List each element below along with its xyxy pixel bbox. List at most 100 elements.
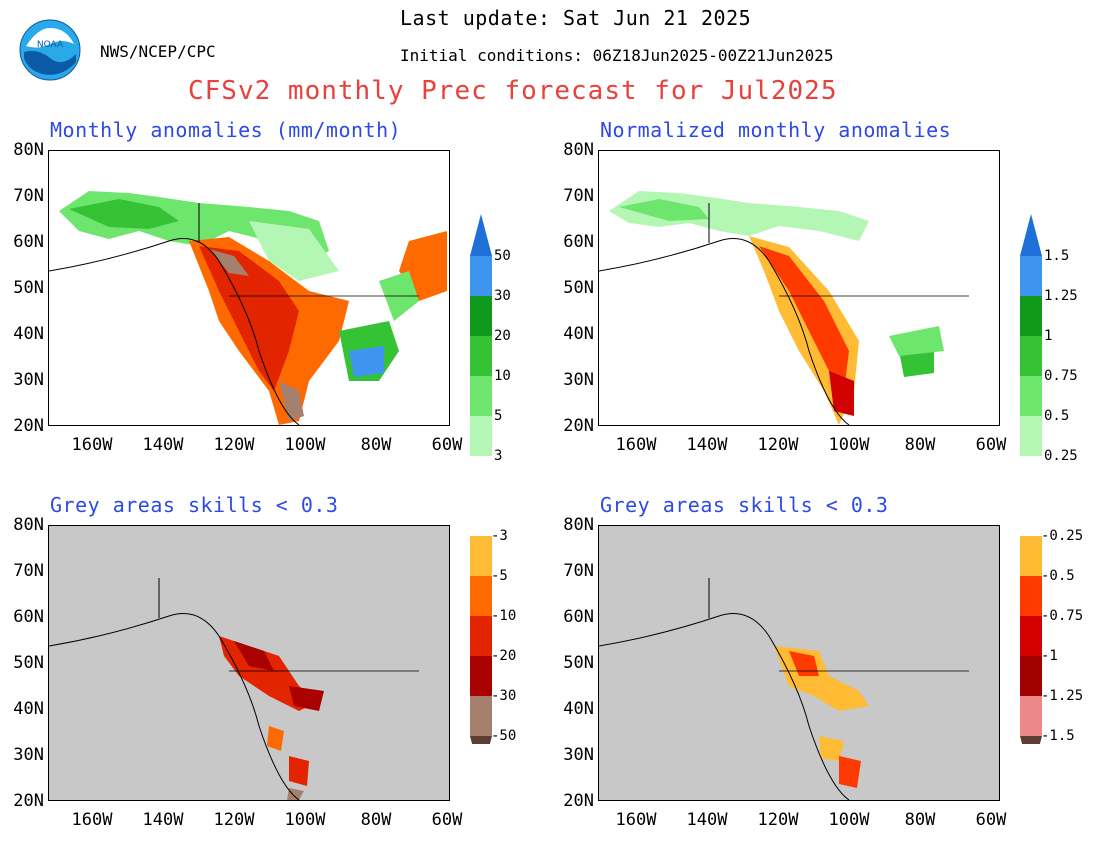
- lon-label: 100W: [284, 810, 326, 830]
- colorbar-segment: [470, 696, 492, 736]
- lat-label: 30N: [563, 745, 594, 765]
- lat-label: 40N: [13, 324, 44, 344]
- colorbar-segment: [470, 256, 492, 296]
- panel-title-skill-norm: Grey areas skills < 0.3: [600, 493, 889, 517]
- lon-label: 140W: [142, 810, 184, 830]
- colorbar-segment: [470, 416, 492, 456]
- lon-label: 60W: [975, 435, 1007, 455]
- colorbar-segment: [1020, 616, 1042, 656]
- lat-label: 50N: [13, 278, 44, 298]
- lat-label: 70N: [563, 186, 594, 206]
- lon-label: 120W: [757, 810, 799, 830]
- colorbar-label: -10: [491, 608, 517, 624]
- lat-label: 30N: [13, 745, 44, 765]
- colorbar-segment: [1020, 656, 1042, 696]
- svg-text:NOAA: NOAA: [37, 40, 64, 50]
- lon-label: 80W: [360, 810, 392, 830]
- lon-label: 160W: [615, 810, 657, 830]
- lat-label: 20N: [563, 416, 594, 436]
- lat-label: 80N: [563, 140, 594, 160]
- colorbar-segment: [1020, 376, 1042, 416]
- colorbar-label: -0.75: [1041, 608, 1084, 624]
- lat-label: 40N: [563, 324, 594, 344]
- lat-label: 50N: [13, 653, 44, 673]
- colorbar-label: -0.25: [1041, 528, 1084, 544]
- lon-label: 160W: [71, 435, 113, 455]
- colorbar-segment: [1020, 336, 1042, 376]
- colorbar-segment: [470, 656, 492, 696]
- map-anomalies: [48, 150, 450, 426]
- lon-label: 140W: [686, 435, 728, 455]
- lat-label: 30N: [563, 370, 594, 390]
- colorbar-label: 3: [494, 448, 503, 464]
- colorbar-label: 0.75: [1044, 368, 1078, 384]
- colorbar-label: 30: [494, 288, 511, 304]
- colorbar-segment: [1020, 576, 1042, 616]
- lat-label: 60N: [13, 607, 44, 627]
- colorbar-segment: [470, 296, 492, 336]
- lat-label: 70N: [13, 186, 44, 206]
- colorbar-label: 0.25: [1044, 448, 1078, 464]
- map-skill-norm: [598, 525, 1000, 801]
- colorbar-segment: [1020, 536, 1042, 576]
- map-normalized: [598, 150, 1000, 426]
- lon-label: 160W: [71, 810, 113, 830]
- colorbar-segment: [470, 496, 492, 536]
- colorbar-norm: 1.5 1.25 1 0.75 0.5 0.25 -0.25 -0.5 -0.75 -1 -1.25…: [1020, 214, 1090, 744]
- lat-label: 80N: [13, 515, 44, 535]
- noaa-logo: NOAA: [18, 18, 82, 82]
- colorbar-label: -3: [491, 528, 508, 544]
- lat-label: 50N: [563, 653, 594, 673]
- panel-title-anomalies: Monthly anomalies (mm/month): [50, 118, 402, 142]
- colorbar-label: -5: [491, 568, 508, 584]
- lat-label: 50N: [563, 278, 594, 298]
- colorbar-label: 5: [494, 408, 503, 424]
- colorbar-segment: [470, 336, 492, 376]
- colorbar-label: 20: [494, 328, 511, 344]
- lat-label: 60N: [563, 607, 594, 627]
- colorbar-label: -30: [491, 688, 517, 704]
- lat-label: 20N: [13, 416, 44, 436]
- colorbar-label: 50: [494, 248, 511, 264]
- lat-label: 70N: [563, 561, 594, 581]
- lon-label: 60W: [975, 810, 1007, 830]
- colorbar-bottom-triangle: [1020, 736, 1042, 744]
- panel-title-normalized: Normalized monthly anomalies: [600, 118, 952, 142]
- colorbar-label: 10: [494, 368, 511, 384]
- org-label: NWS/NCEP/CPC: [100, 42, 216, 61]
- last-update: Last update: Sat Jun 21 2025: [400, 6, 752, 30]
- map-skill-mm: [48, 525, 450, 801]
- lon-label: 120W: [213, 810, 255, 830]
- lat-label: 20N: [563, 791, 594, 811]
- colorbar-label: -1.5: [1041, 728, 1075, 744]
- colorbar-segment: [470, 616, 492, 656]
- panel-title-skill-mm: Grey areas skills < 0.3: [50, 493, 339, 517]
- colorbar-segment: [470, 376, 492, 416]
- lon-label: 140W: [142, 435, 184, 455]
- lon-label: 60W: [431, 435, 463, 455]
- colorbar-label: -0.5: [1041, 568, 1075, 584]
- colorbar-top-triangle: [470, 214, 492, 256]
- colorbar-segment: [470, 576, 492, 616]
- lon-label: 80W: [904, 810, 936, 830]
- lat-label: 30N: [13, 370, 44, 390]
- colorbar-label: 1.25: [1044, 288, 1078, 304]
- colorbar-segment: [1020, 496, 1042, 536]
- colorbar-mm: 50 30 20 10 5 3 -3 -5 -10 -20 -30 -50: [470, 214, 530, 744]
- colorbar-segment: [1020, 696, 1042, 736]
- lon-label: 80W: [360, 435, 392, 455]
- lon-label: 140W: [686, 810, 728, 830]
- lon-label: 80W: [904, 435, 936, 455]
- lon-label: 100W: [828, 810, 870, 830]
- colorbar-segment: [1020, 256, 1042, 296]
- colorbar-label: 1.5: [1044, 248, 1070, 264]
- colorbar-segment: [470, 536, 492, 576]
- page-title: CFSv2 monthly Prec forecast for Jul2025: [188, 76, 838, 106]
- lat-label: 60N: [563, 232, 594, 252]
- lat-label: 80N: [563, 515, 594, 535]
- lon-label: 100W: [284, 435, 326, 455]
- lat-label: 70N: [13, 561, 44, 581]
- lat-label: 60N: [13, 232, 44, 252]
- colorbar-label: -1.25: [1041, 688, 1084, 704]
- lat-label: 40N: [13, 699, 44, 719]
